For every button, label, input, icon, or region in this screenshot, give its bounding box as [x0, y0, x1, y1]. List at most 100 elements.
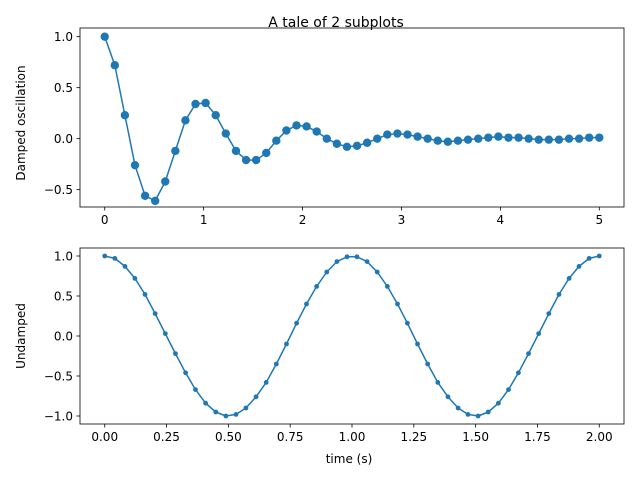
data-point-undamped-1 — [112, 256, 118, 261]
x-tick-label-damped-1: 1 — [200, 213, 208, 227]
data-point-damped-1 — [110, 61, 120, 70]
data-point-damped-44 — [544, 135, 554, 144]
y-axis-label-damped: Damped oscillation — [14, 65, 28, 180]
x-tick-label-undamped-1: 0.25 — [153, 430, 180, 444]
data-point-undamped-43 — [536, 331, 542, 336]
data-point-undamped-29 — [395, 301, 400, 307]
data-point-undamped-31 — [415, 341, 420, 347]
data-point-damped-13 — [231, 146, 241, 156]
data-point-damped-12 — [221, 129, 230, 138]
data-point-damped-26 — [362, 138, 372, 147]
data-point-damped-8 — [181, 116, 190, 125]
data-point-damped-6 — [161, 177, 170, 186]
data-point-undamped-24 — [344, 254, 350, 260]
y-tick-label-undamped-4: 1.0 — [54, 249, 73, 263]
data-point-damped-47 — [574, 134, 584, 143]
x-tick-label-undamped-5: 1.25 — [400, 430, 427, 444]
data-point-undamped-12 — [223, 413, 229, 419]
data-point-damped-4 — [140, 191, 150, 200]
y-tick-label-undamped-0: −1.0 — [44, 409, 73, 423]
data-point-damped-23 — [332, 139, 342, 148]
data-point-undamped-11 — [213, 409, 219, 415]
data-point-undamped-23 — [334, 259, 340, 264]
x-tick-label-damped-5: 5 — [595, 213, 603, 227]
data-point-damped-31 — [413, 132, 422, 141]
data-point-undamped-34 — [445, 394, 451, 400]
series-line-undamped — [104, 255, 600, 417]
y-tick-label-undamped-1: −0.5 — [44, 369, 73, 383]
data-point-undamped-15 — [253, 394, 259, 400]
data-point-damped-29 — [393, 129, 402, 138]
data-point-damped-46 — [564, 134, 574, 143]
data-point-damped-40 — [504, 133, 513, 142]
data-point-damped-49 — [595, 133, 604, 142]
x-tick-label-undamped-6: 1.50 — [462, 430, 489, 444]
data-point-undamped-26 — [364, 259, 370, 264]
data-point-undamped-0 — [102, 253, 108, 259]
data-point-undamped-5 — [152, 311, 158, 316]
y-tick-label-undamped-2: 0.0 — [54, 329, 73, 343]
data-point-undamped-28 — [384, 284, 390, 289]
axes-frame-damped — [79, 27, 625, 208]
data-point-damped-0 — [100, 32, 109, 41]
data-point-undamped-17 — [273, 361, 279, 367]
data-point-undamped-16 — [263, 380, 269, 385]
x-tick-label-damped-2: 2 — [299, 213, 307, 227]
data-point-undamped-36 — [465, 412, 471, 417]
data-point-undamped-13 — [233, 412, 239, 417]
data-point-damped-9 — [191, 99, 200, 109]
data-point-damped-21 — [312, 127, 321, 136]
data-point-undamped-40 — [506, 387, 511, 392]
x-tick-label-undamped-3: 0.75 — [277, 430, 304, 444]
y-tick-label-damped-1: 0.0 — [54, 132, 73, 146]
data-point-damped-45 — [554, 135, 564, 144]
data-point-undamped-18 — [284, 341, 289, 347]
y-tick-label-damped-3: 1.0 — [54, 30, 73, 44]
data-point-undamped-6 — [162, 331, 168, 336]
data-point-damped-27 — [373, 134, 382, 143]
data-point-undamped-10 — [203, 400, 209, 406]
data-point-undamped-19 — [294, 320, 300, 326]
data-point-damped-11 — [211, 111, 220, 120]
data-point-damped-2 — [120, 111, 130, 120]
data-point-damped-25 — [352, 141, 362, 150]
data-point-undamped-32 — [425, 361, 431, 367]
data-point-damped-37 — [474, 134, 483, 143]
data-point-damped-3 — [130, 160, 140, 170]
data-point-damped-5 — [150, 196, 160, 206]
data-point-damped-34 — [443, 137, 453, 146]
data-point-damped-32 — [423, 134, 432, 143]
data-point-damped-42 — [524, 134, 533, 143]
data-point-undamped-22 — [324, 269, 330, 275]
data-point-undamped-42 — [526, 351, 531, 356]
x-tick-label-damped-4: 4 — [497, 213, 505, 227]
data-point-undamped-44 — [546, 311, 552, 316]
data-point-undamped-33 — [435, 380, 441, 385]
data-point-damped-22 — [322, 134, 331, 143]
data-point-undamped-2 — [122, 264, 128, 269]
x-tick-label-damped-3: 3 — [398, 213, 406, 227]
data-point-undamped-20 — [304, 301, 309, 307]
data-point-undamped-3 — [132, 276, 138, 281]
data-point-undamped-8 — [183, 370, 188, 376]
data-point-undamped-45 — [556, 292, 562, 297]
data-point-undamped-49 — [596, 253, 602, 259]
data-point-damped-28 — [383, 130, 392, 139]
data-point-undamped-35 — [455, 405, 461, 411]
data-point-damped-18 — [282, 126, 291, 135]
data-point-damped-30 — [403, 130, 412, 139]
data-point-damped-33 — [433, 136, 442, 145]
data-point-undamped-46 — [566, 276, 572, 281]
x-tick-label-undamped-0: 0.00 — [91, 430, 118, 444]
data-point-damped-15 — [251, 155, 261, 165]
data-point-undamped-39 — [495, 400, 501, 406]
y-axis-label-undamped: Undamped — [14, 303, 28, 369]
y-tick-label-damped-0: −0.5 — [44, 183, 73, 197]
data-point-undamped-47 — [576, 264, 582, 269]
data-point-undamped-4 — [142, 292, 148, 297]
data-point-undamped-30 — [404, 320, 410, 326]
data-point-damped-16 — [262, 148, 271, 158]
